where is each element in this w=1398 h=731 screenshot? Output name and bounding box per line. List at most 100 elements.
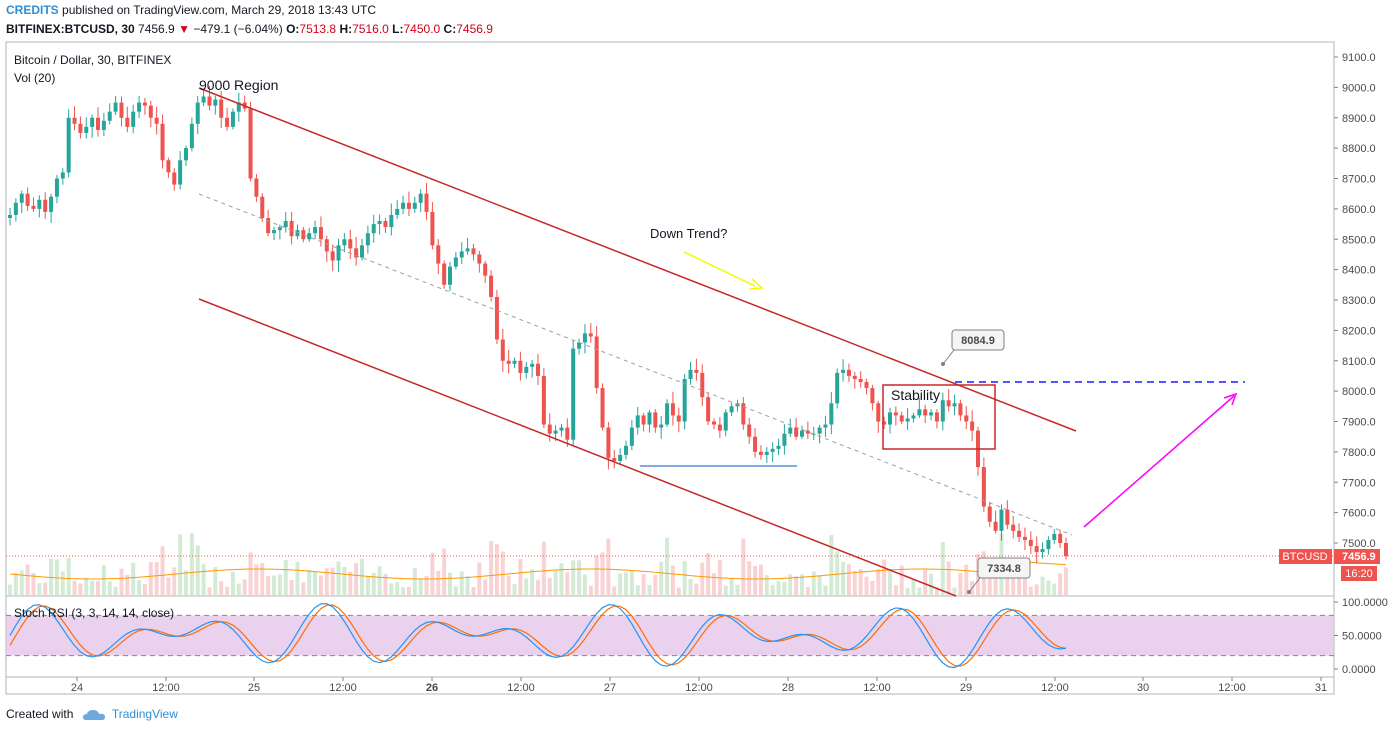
price-tick-label: 8900.0 — [1342, 113, 1376, 125]
candle-body — [330, 251, 335, 261]
candle-body — [723, 412, 728, 431]
candle-body — [846, 369, 851, 376]
chart-frame — [5, 41, 1335, 695]
callout-8084-pointer — [942, 349, 955, 365]
volume-bar — [489, 541, 494, 596]
volume-bar — [770, 584, 775, 596]
volume-bar — [964, 564, 969, 596]
volume-bar — [893, 585, 898, 596]
stoch-axis[interactable]: 100.0000 50.0000 0.0000 — [1334, 597, 1388, 676]
volume-bar — [230, 571, 235, 596]
candle-body — [377, 221, 382, 225]
volume-bar — [852, 570, 857, 596]
volume-bar — [125, 574, 130, 596]
time-tick-label: 12:00 — [685, 682, 713, 694]
volume-bar — [160, 546, 165, 596]
candle-body — [624, 445, 628, 455]
low-label: L: — [392, 22, 404, 36]
volume-bar — [764, 575, 769, 596]
candle-body — [178, 160, 183, 185]
candle-body — [565, 427, 570, 440]
candle-body — [923, 409, 928, 416]
volume-bar — [131, 562, 136, 596]
volume-bar — [805, 587, 810, 596]
publish-header: CREDITS published on TradingView.com, Ma… — [6, 2, 376, 18]
countdown-value: 16:20 — [1345, 568, 1373, 580]
magenta-arrow-head — [1223, 392, 1238, 406]
volume-bar — [395, 581, 400, 596]
yellow-arrow-shaft — [683, 251, 756, 287]
price-tick-label: 8400.0 — [1342, 265, 1376, 277]
volume-bar — [565, 572, 570, 596]
open-value: 7513.8 — [299, 22, 337, 36]
volume-bar — [864, 576, 869, 596]
candle-body — [107, 111, 112, 121]
volume-bar — [1064, 567, 1068, 596]
yellow-arrow-head — [749, 278, 764, 290]
volume-bar — [31, 573, 36, 596]
volume-bar — [1046, 580, 1051, 596]
symbol-tag-label: BTCUSD — [1282, 551, 1327, 563]
stoch-rsi-layer — [6, 603, 1334, 669]
volume-bar — [330, 567, 335, 596]
volume-bar — [911, 579, 916, 596]
volume-bar — [729, 578, 734, 596]
volume-bar — [360, 558, 364, 596]
volume-bar — [829, 535, 834, 596]
candle-body — [694, 369, 699, 373]
volume-bar — [524, 578, 529, 596]
volume-bar — [424, 576, 429, 596]
candle-body — [506, 360, 511, 364]
volume-bar — [917, 587, 922, 596]
candle-body — [629, 427, 634, 446]
time-axis[interactable]: 24 12:00 25 12:00 26 12:00 27 12:00 28 12:00 29 12:… — [71, 677, 1327, 694]
volume-bar — [436, 570, 441, 596]
candle-body — [60, 172, 65, 179]
stoch-tick-label: 0.0000 — [1342, 664, 1376, 676]
volume-bar — [107, 581, 112, 596]
time-tick-label: 12:00 — [863, 682, 891, 694]
volume-bar — [201, 564, 206, 596]
candle-body — [612, 457, 617, 461]
candle-body — [706, 397, 711, 422]
candle-body — [541, 375, 546, 425]
volume-bar — [530, 569, 535, 596]
candle-body — [19, 193, 24, 203]
candle-body — [90, 117, 95, 127]
candle-body — [547, 424, 552, 434]
volume-bar — [19, 570, 24, 596]
candle-body — [260, 196, 265, 218]
price-axis[interactable]: 9100.0 9000.0 8900.0 8800.0 8700.0 8600.0 8500… — [1334, 52, 1376, 550]
candle-body — [1058, 533, 1063, 543]
volume-bar — [782, 581, 787, 596]
candle-body — [31, 205, 36, 209]
callout-8084-label: 8084.9 — [961, 335, 995, 347]
candle-body — [172, 172, 177, 185]
candle-body — [137, 102, 142, 112]
volume-bar — [383, 573, 388, 596]
volume-bar — [594, 555, 599, 596]
candle-body — [465, 248, 470, 252]
volume-bar — [600, 552, 605, 596]
candle-body — [758, 451, 763, 455]
volume-bar — [817, 575, 822, 596]
candle-body — [999, 509, 1004, 531]
volume-bar — [841, 561, 846, 596]
volume-bar — [242, 579, 247, 596]
candle-body — [618, 454, 623, 461]
last-price-tag: BTCUSD 7456.9 16:20 — [1279, 549, 1380, 581]
volume-bar — [653, 575, 658, 596]
tradingview-brand-link[interactable]: TradingView — [111, 707, 178, 721]
volume-bar — [90, 580, 95, 596]
candle-body — [13, 202, 18, 215]
candle-body — [929, 412, 934, 416]
volume-bar — [25, 564, 30, 596]
volume-bar — [336, 561, 341, 596]
candle-body — [360, 245, 364, 258]
volume-bar — [43, 582, 48, 596]
volume-bar — [348, 571, 353, 596]
volume-bar — [541, 541, 546, 596]
time-tick-label: 30 — [1137, 682, 1149, 694]
volume-bar — [788, 574, 793, 596]
